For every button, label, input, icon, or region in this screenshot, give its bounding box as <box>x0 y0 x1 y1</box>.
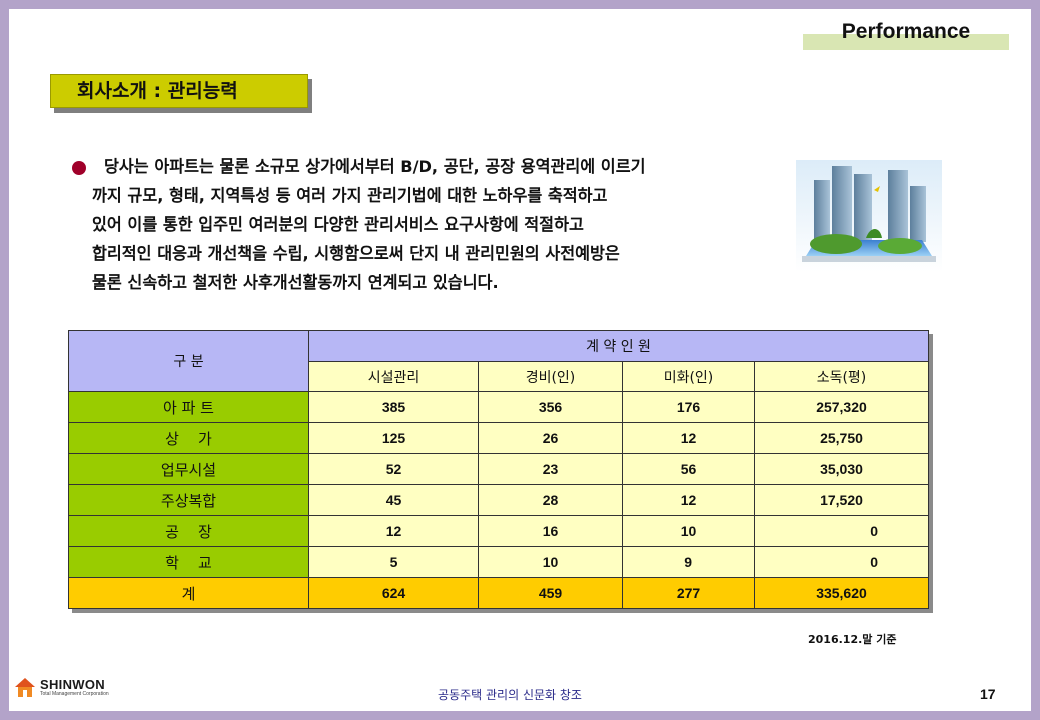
table-cell: 0 <box>754 515 929 547</box>
total-cell: 459 <box>478 577 623 609</box>
total-cell: 277 <box>622 577 755 609</box>
total-label: 계 <box>68 577 309 609</box>
table-cell: 25,750 <box>754 422 929 454</box>
contract-header: 계 약 인 원 <box>308 330 929 362</box>
total-cell: 624 <box>308 577 479 609</box>
city-illustration-icon <box>796 160 942 272</box>
bullet-icon <box>72 161 86 175</box>
table-cell: 125 <box>308 422 479 454</box>
reference-date-note: 2016.12.말 기준 <box>808 633 897 646</box>
table-cell: 12 <box>308 515 479 547</box>
table-cell: 56 <box>622 453 755 485</box>
table-cell: 0 <box>754 546 929 578</box>
table-cell: 356 <box>478 391 623 423</box>
table-cell: 5 <box>308 546 479 578</box>
table-cell: 17,520 <box>754 484 929 516</box>
column-header: 소독(평) <box>754 361 929 392</box>
section-header: Performance <box>803 20 1009 50</box>
table-row: 공 장 12 16 10 0 <box>68 515 929 547</box>
table-row: 아 파 트 385 356 176 257,320 <box>68 391 929 423</box>
table-cell: 9 <box>622 546 755 578</box>
intro-line-5: 물론 신속하고 철저한 사후개선활동까지 연계되고 있습니다. <box>92 273 499 292</box>
intro-paragraph: 당사는 아파트는 물론 소규모 상가에서부터 B/D, 공단, 공장 용역관리에… <box>80 152 780 297</box>
section-header-bar <box>803 34 1009 50</box>
column-header: 미화(인) <box>622 361 755 392</box>
table-cell: 12 <box>622 484 755 516</box>
table-row: 주상복합 45 28 12 17,520 <box>68 484 929 516</box>
page-title: 회사소개 : 관리능력 <box>50 74 308 108</box>
table-cell: 16 <box>478 515 623 547</box>
table-cell: 26 <box>478 422 623 454</box>
table-cell: 28 <box>478 484 623 516</box>
row-label: 상 가 <box>68 422 309 454</box>
intro-line-2: 까지 규모, 형태, 지역특성 등 여러 가지 관리기법에 대한 노하우를 축적… <box>92 186 608 205</box>
column-header: 경비(인) <box>478 361 623 392</box>
table-cell: 176 <box>622 391 755 423</box>
column-header: 시설관리 <box>308 361 479 392</box>
table-cell: 10 <box>478 546 623 578</box>
footer-slogan: 공동주택 관리의 신문화 창조 <box>438 688 582 702</box>
logo-text: SHINWON Total Management Corporation <box>40 678 109 697</box>
col-group-header: 구 분 <box>68 330 309 392</box>
table-cell: 23 <box>478 453 623 485</box>
table-cell: 385 <box>308 391 479 423</box>
table-cell: 45 <box>308 484 479 516</box>
section-header-text: Performance <box>841 20 971 43</box>
contract-stats-table: 구 분 계 약 인 원 시설관리 경비(인) 미화(인) 소독(평) 아 파 트… <box>68 330 929 609</box>
row-label: 아 파 트 <box>68 391 309 423</box>
company-logo: SHINWON Total Management Corporation <box>14 676 109 698</box>
table-row: 업무시설 52 23 56 35,030 <box>68 453 929 485</box>
house-logo-icon <box>15 678 35 697</box>
table-row: 상 가 125 26 12 25,750 <box>68 422 929 454</box>
intro-line-1: 당사는 아파트는 물론 소규모 상가에서부터 B/D, 공단, 공장 용역관리에… <box>104 157 646 176</box>
table-cell: 12 <box>622 422 755 454</box>
intro-line-4: 합리적인 대응과 개선책을 수립, 시행함으로써 단지 내 관리민원의 사전예방… <box>92 244 620 263</box>
logo-subtitle: Total Management Corporation <box>40 690 109 697</box>
table-cell: 257,320 <box>754 391 929 423</box>
total-row: 계 624 459 277 335,620 <box>68 577 929 609</box>
row-label: 주상복합 <box>68 484 309 516</box>
total-cell: 335,620 <box>754 577 929 609</box>
table-cell: 52 <box>308 453 479 485</box>
table-cell: 35,030 <box>754 453 929 485</box>
row-label: 공 장 <box>68 515 309 547</box>
page-number: 17 <box>980 686 996 702</box>
table-header-row: 구 분 계 약 인 원 <box>68 330 929 392</box>
city-buildings-laptop-image <box>796 160 942 272</box>
row-label: 학 교 <box>68 546 309 578</box>
logo-name: SHINWON <box>40 676 105 692</box>
table-row: 학 교 5 10 9 0 <box>68 546 929 578</box>
table-cell: 10 <box>622 515 755 547</box>
row-label: 업무시설 <box>68 453 309 485</box>
intro-line-3: 있어 이를 통한 입주민 여러분의 다양한 관리서비스 요구사항에 적절하고 <box>92 215 584 234</box>
